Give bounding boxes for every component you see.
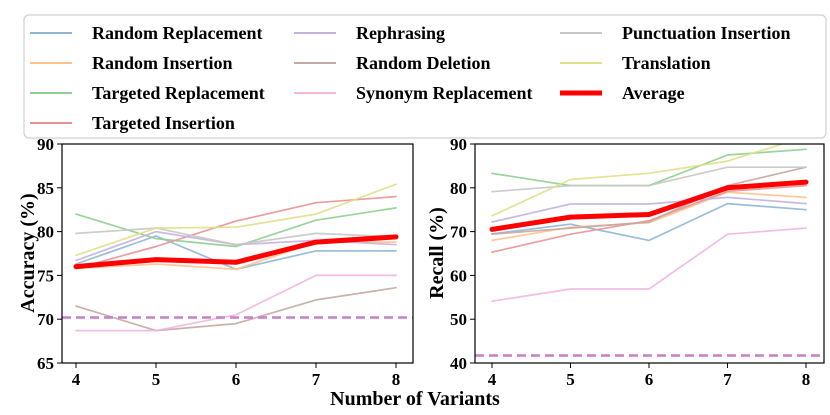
accuracy-y-tick-label: 90 bbox=[37, 135, 54, 154]
legend-label-random-replacement: Random Replacement bbox=[92, 23, 262, 43]
legend-label-translation: Translation bbox=[622, 53, 711, 73]
accuracy-y-tick-label: 75 bbox=[37, 266, 54, 285]
recall-y-tick-label: 80 bbox=[450, 179, 467, 198]
accuracy-x-tick-label: 7 bbox=[312, 370, 321, 389]
recall-y-tick-label: 50 bbox=[450, 310, 467, 329]
accuracy-y-tick-label: 65 bbox=[37, 354, 54, 373]
recall-ticks: 40 50 60 70 80 90 4 5 6 7 8 bbox=[450, 135, 810, 389]
accuracy-series-synonym-replacement bbox=[75, 274, 397, 332]
recall-x-tick-label: 8 bbox=[802, 370, 811, 389]
legend-label-targeted-insertion: Targeted Insertion bbox=[92, 113, 235, 133]
recall-x-tick-label: 4 bbox=[488, 370, 497, 389]
recall-y-tick-label: 70 bbox=[450, 223, 467, 242]
accuracy-series-punctuation-insertion bbox=[75, 227, 397, 246]
accuracy-y-tick-label: 85 bbox=[37, 179, 54, 198]
accuracy-plot-area bbox=[62, 183, 413, 332]
recall-x-tick-label: 6 bbox=[645, 370, 654, 389]
accuracy-series-targeted-insertion bbox=[75, 195, 397, 270]
recall-series-translation bbox=[491, 144, 786, 217]
legend-label-punctuation-insertion: Punctuation Insertion bbox=[622, 23, 791, 43]
recall-y-label: Recall (%) bbox=[426, 207, 448, 299]
recall-x-tick-label: 5 bbox=[566, 370, 575, 389]
legend: Random Replacement Rephrasing Punctuation … bbox=[23, 14, 827, 139]
recall-plot-area bbox=[475, 144, 824, 357]
accuracy-series-average bbox=[73, 234, 399, 270]
recall-series-punctuation-insertion bbox=[491, 166, 807, 193]
recall-axes-frame bbox=[474, 143, 825, 364]
recall-y-tick-label: 40 bbox=[450, 354, 467, 373]
accuracy-series-random-deletion bbox=[75, 286, 397, 332]
recall-series-random-deletion bbox=[491, 166, 807, 236]
accuracy-axes-frame bbox=[61, 143, 414, 364]
accuracy-y-tick-label: 70 bbox=[37, 310, 54, 329]
accuracy-x-tick-label: 5 bbox=[152, 370, 161, 389]
recall-y-tick-label: 90 bbox=[450, 135, 467, 154]
accuracy-ticks: 65 70 75 80 85 90 4 5 6 7 8 bbox=[37, 135, 400, 389]
legend-label-random-insertion: Random Insertion bbox=[92, 53, 233, 73]
legend-label-targeted-replacement: Targeted Replacement bbox=[92, 83, 265, 103]
legend-label-random-deletion: Random Deletion bbox=[356, 53, 491, 73]
recall-x-tick-label: 7 bbox=[723, 370, 732, 389]
accuracy-y-tick-label: 80 bbox=[37, 223, 54, 242]
recall-panel: 40 50 60 70 80 90 4 5 6 7 8 Recall (%) bbox=[426, 135, 825, 389]
accuracy-x-tick-label: 8 bbox=[392, 370, 401, 389]
accuracy-x-tick-label: 4 bbox=[72, 370, 81, 389]
recall-series-average bbox=[489, 179, 809, 232]
legend-box bbox=[23, 14, 827, 139]
recall-series-random-replacement bbox=[491, 202, 807, 242]
recall-series-targeted-insertion bbox=[491, 184, 807, 254]
accuracy-panel: 65 70 75 80 85 90 4 5 6 7 8 Accuracy (%) bbox=[17, 135, 414, 389]
accuracy-series-translation bbox=[75, 183, 397, 257]
legend-label-rephrasing: Rephrasing bbox=[356, 23, 445, 43]
legend-label-synonym-replacement: Synonym Replacement bbox=[356, 83, 533, 103]
recall-series-synonym-replacement bbox=[491, 227, 807, 303]
accuracy-y-label: Accuracy (%) bbox=[17, 193, 39, 312]
recall-y-tick-label: 60 bbox=[450, 266, 467, 285]
recall-series-rephrasing bbox=[491, 196, 807, 223]
legend-label-average: Average bbox=[622, 83, 685, 103]
accuracy-x-tick-label: 6 bbox=[232, 370, 241, 389]
x-axis-label: Number of Variants bbox=[330, 388, 500, 410]
